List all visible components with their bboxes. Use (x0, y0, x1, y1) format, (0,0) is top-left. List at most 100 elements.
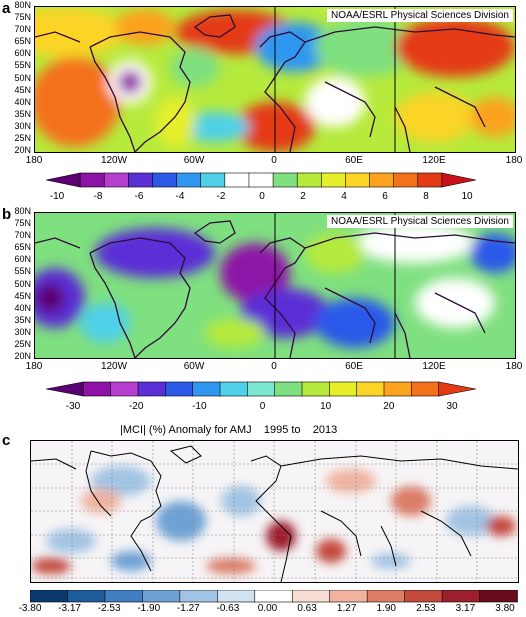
anomaly-map-c (31, 441, 518, 582)
colorbar-swatch (254, 590, 294, 603)
colorbar-swatch (192, 381, 221, 397)
colorbar-tick-label: 0.00 (257, 603, 278, 614)
a-lat-tick: 35N (14, 108, 31, 119)
a-lon-tick: 120W (100, 155, 128, 166)
map-panel-c (30, 440, 519, 583)
colorbar-tick-label: 0 (259, 191, 265, 202)
colorbar-swatch (441, 590, 481, 603)
anomaly-map-a (35, 7, 515, 152)
colorbar-swatch (438, 381, 476, 397)
b-lat-tick: 35N (14, 314, 31, 325)
a-lat-tick: 45N (14, 84, 31, 95)
panel-letter-b: b (2, 206, 12, 223)
colorbar-tick-label: 20 (383, 401, 395, 412)
colorbar-tick-label: 10 (320, 401, 332, 412)
colorbar-tick-label: 4 (341, 191, 347, 202)
cbar-b-bar (46, 381, 476, 397)
a-lon-tick: 180 (505, 155, 523, 166)
colorbar-swatch (291, 590, 331, 603)
colorbar-tick-label: -6 (134, 191, 144, 202)
colorbar-swatch (152, 172, 178, 188)
colorbar-swatch (301, 381, 331, 397)
a-lat-tick: 60N (14, 48, 31, 59)
b-lat-tick: 65N (14, 242, 31, 253)
colorbar-swatch (479, 590, 518, 603)
credit-label-b: NOAA/ESRL Physical Sciences Division (326, 215, 513, 228)
a-lon-tick: 180 (25, 155, 43, 166)
colorbar-tick-label: -8 (93, 191, 103, 202)
a-lat-tick: 30N (14, 120, 31, 131)
a-lon-tick: 120E (422, 155, 446, 166)
a-lon-tick: 60E (345, 155, 363, 166)
anomaly-map-b (35, 213, 515, 358)
colorbar-swatch (128, 172, 154, 188)
a-lat-tick: 55N (14, 60, 31, 71)
colorbar-swatch (176, 172, 202, 188)
map-panel-a: NOAA/ESRL Physical Sciences Division (34, 6, 516, 153)
colorbar-swatch (345, 172, 371, 188)
colorbar-tick-label: -20 (128, 401, 144, 412)
colorbar-swatch (441, 172, 476, 188)
a-lat-tick: 70N (14, 24, 31, 35)
colorbar-swatch (217, 590, 256, 603)
colorbar-swatch (272, 172, 298, 188)
a-lat-tick: 25N (14, 132, 31, 143)
b-lat-tick: 30N (14, 326, 31, 337)
colorbar-tick-label: -10 (192, 401, 207, 412)
colorbar-swatch (247, 381, 276, 397)
colorbar-swatch (137, 381, 167, 397)
b-lat-tick: 45N (14, 290, 31, 301)
b-lon-tick: 60W (183, 361, 205, 372)
colorbar-tick-label: 3.80 (495, 603, 515, 614)
colorbar-tick-label: 1.27 (336, 603, 357, 614)
colorbar-swatch (79, 172, 106, 188)
colorbar-swatch (404, 590, 443, 603)
colorbar-tick-label: -3.17 (58, 603, 81, 614)
colorbar-swatch (383, 381, 413, 397)
panel-c-title: |MCI| (%) Anomaly for AMJ 1995 to 2013 (120, 424, 338, 436)
colorbar-tick-label: 0 (259, 401, 266, 412)
colorbar-tick-label: 6 (382, 191, 388, 202)
colorbar-swatch (366, 590, 406, 603)
colorbar-swatch (83, 381, 112, 397)
colorbar-swatch (417, 172, 443, 188)
colorbar-tick-label: -1.90 (137, 603, 161, 614)
colorbar-swatch (274, 381, 303, 397)
colorbar-swatch (329, 590, 368, 603)
colorbar-swatch (369, 172, 395, 188)
b-lat-tick: 70N (14, 230, 31, 241)
colorbar-tick-label: -30 (65, 401, 81, 412)
colorbar-tick-label: -10 (49, 191, 65, 202)
colorbar-tick-label: 3.17 (455, 603, 476, 614)
colorbar-swatch (320, 172, 347, 188)
a-lat-tick: 80N (14, 0, 31, 10)
a-lat-tick: 65N (14, 36, 31, 47)
colorbar-tick-label: -3.80 (18, 603, 42, 614)
colorbar-tick-label: 2.53 (416, 603, 436, 614)
colorbar-tick-label: 0.63 (297, 603, 317, 614)
b-lat-tick: 25N (14, 338, 31, 349)
colorbar-swatch (393, 172, 419, 188)
colorbar-swatch (103, 172, 130, 188)
colorbar-swatch (104, 590, 144, 603)
colorbar-swatch (46, 172, 81, 188)
credit-label-a: NOAA/ESRL Physical Sciences Division (326, 9, 513, 22)
b-lat-tick: 75N (14, 218, 31, 229)
colorbar-swatch (46, 381, 84, 397)
b-lon-tick: 120W (100, 361, 128, 372)
colorbar-swatch (142, 590, 181, 603)
colorbar-swatch (411, 381, 440, 397)
colorbar-tick-label: 2 (300, 191, 306, 202)
b-lat-tick: 50N (14, 278, 31, 289)
colorbar-swatch (30, 590, 69, 603)
colorbar-tick-label: -1.27 (176, 603, 200, 614)
b-lat-tick: 40N (14, 302, 31, 313)
a-lat-tick: 75N (14, 12, 31, 23)
colorbar-tick-label: -0.63 (216, 603, 240, 614)
colorbar-swatch (219, 381, 249, 397)
colorbar-swatch (356, 381, 385, 397)
colorbar-tick-label: 1.90 (376, 603, 396, 614)
a-lon-tick: 60W (183, 155, 205, 166)
colorbar-swatch (165, 381, 194, 397)
cbar-c-bar (30, 590, 518, 603)
